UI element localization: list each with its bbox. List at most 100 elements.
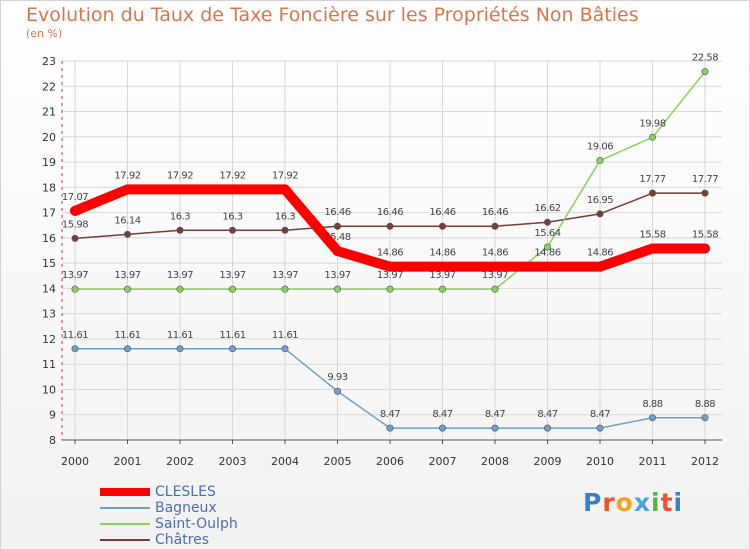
data-label-bagneux-2009: 8.47 <box>537 409 557 420</box>
x-tick-label-2006: 2006 <box>376 455 404 468</box>
data-label-clesles-2000: 17.07 <box>62 192 88 203</box>
y-tick-label-15: 15 <box>42 257 56 270</box>
data-label-clesles-2001: 17.92 <box>114 170 140 181</box>
data-point-bagneux-2003 <box>229 345 237 353</box>
data-label-saint-oulph-2008: 13.97 <box>482 270 508 281</box>
data-label-bagneux-2001: 11.61 <box>114 330 140 341</box>
data-point-chatres-2004 <box>281 226 289 234</box>
data-label-saint-oulph-2010: 19.06 <box>587 142 613 153</box>
data-point-bagneux-2011 <box>648 414 656 422</box>
data-point-chatres-2003 <box>229 226 237 234</box>
data-label-chatres-2006: 16.46 <box>377 207 403 218</box>
data-label-clesles-2004: 17.92 <box>272 170 298 181</box>
y-tick-label-12: 12 <box>42 333 56 346</box>
data-label-chatres-2012: 17.77 <box>692 174 718 185</box>
data-point-chatres-2000 <box>71 234 79 242</box>
data-label-saint-oulph-2007: 13.97 <box>429 270 455 281</box>
data-point-clesles-2008 <box>490 261 500 272</box>
data-label-chatres-2005: 16.46 <box>324 207 350 218</box>
data-label-bagneux-2010: 8.47 <box>590 409 610 420</box>
legend: CLESLES Bagneux Saint-Oulph Châtres <box>100 484 340 548</box>
legend-label-saint-oulph: Saint-Oulph <box>155 516 238 532</box>
legend-item-clesles: CLESLES <box>100 484 340 500</box>
data-label-bagneux-2007: 8.47 <box>432 409 452 420</box>
data-label-clesles-2006: 14.86 <box>377 248 403 259</box>
legend-label-chatres: Châtres <box>155 532 210 548</box>
data-label-saint-oulph-2001: 13.97 <box>114 270 140 281</box>
data-point-clesles-2009 <box>542 261 553 272</box>
x-tick-label-2001: 2001 <box>114 455 142 468</box>
data-point-saint-oulph-2007 <box>438 285 446 293</box>
data-label-clesles-2003: 17.92 <box>219 170 245 181</box>
legend-swatch-clesles <box>100 488 150 496</box>
data-point-chatres-2005 <box>333 222 341 230</box>
y-tick-label-19: 19 <box>42 156 56 169</box>
data-label-clesles-2008: 14.86 <box>482 248 508 259</box>
data-label-saint-oulph-2009: 15.64 <box>534 228 560 239</box>
data-label-bagneux-2000: 11.61 <box>62 330 88 341</box>
data-point-chatres-2009 <box>543 218 551 226</box>
y-tick-label-21: 21 <box>42 106 56 119</box>
x-tick-label-2000: 2000 <box>61 455 89 468</box>
data-point-clesles-2003 <box>227 184 238 195</box>
unit-label: (en %) <box>26 27 63 40</box>
data-point-clesles-2006 <box>385 261 395 272</box>
x-tick-label-2008: 2008 <box>481 455 509 468</box>
data-label-bagneux-2011: 8.88 <box>642 399 662 410</box>
data-point-saint-oulph-2008 <box>491 285 499 293</box>
y-tick-label-14: 14 <box>42 282 56 295</box>
data-point-bagneux-2004 <box>281 345 289 353</box>
data-label-bagneux-2004: 11.61 <box>272 330 298 341</box>
data-label-saint-oulph-2012: 22.58 <box>692 53 718 64</box>
data-label-saint-oulph-2006: 13.97 <box>377 270 403 281</box>
data-label-chatres-2003: 16.3 <box>222 211 242 222</box>
legend-label-clesles: CLESLES <box>155 484 216 500</box>
data-point-chatres-2007 <box>438 222 446 230</box>
data-label-saint-oulph-2000: 13.97 <box>62 270 88 281</box>
x-tick-label-2011: 2011 <box>639 455 667 468</box>
data-point-saint-oulph-2005 <box>333 285 341 293</box>
data-point-chatres-2010 <box>596 210 604 218</box>
y-tick-label-18: 18 <box>42 181 56 194</box>
data-point-chatres-2002 <box>176 226 184 234</box>
data-point-clesles-2001 <box>122 184 133 195</box>
data-label-bagneux-2006: 8.47 <box>380 409 400 420</box>
data-point-bagneux-2012 <box>701 414 709 422</box>
data-label-chatres-2009: 16.62 <box>534 203 560 214</box>
data-point-chatres-2001 <box>124 230 132 238</box>
data-label-saint-oulph-2004: 13.97 <box>272 270 298 281</box>
x-tick-label-2010: 2010 <box>586 455 614 468</box>
data-label-clesles-2009: 14.86 <box>534 248 560 259</box>
data-label-saint-oulph-2003: 13.97 <box>219 270 245 281</box>
data-point-clesles-2000 <box>70 205 80 216</box>
legend-label-bagneux: Bagneux <box>155 500 217 516</box>
data-point-saint-oulph-2009 <box>543 243 551 251</box>
data-point-bagneux-2005 <box>333 387 341 395</box>
data-point-bagneux-2001 <box>124 345 132 353</box>
legend-item-saint-oulph: Saint-Oulph <box>100 516 340 532</box>
data-point-bagneux-2006 <box>386 424 394 432</box>
data-label-chatres-2001: 16.14 <box>114 215 140 226</box>
data-point-saint-oulph-2003 <box>229 285 237 293</box>
data-point-clesles-2004 <box>280 184 290 195</box>
data-point-saint-oulph-2004 <box>281 285 289 293</box>
data-label-bagneux-2008: 8.47 <box>485 409 505 420</box>
data-point-saint-oulph-2010 <box>596 157 604 165</box>
data-label-clesles-2005: 15.48 <box>324 232 350 243</box>
x-tick-label-2009: 2009 <box>534 455 562 468</box>
x-tick-label-2003: 2003 <box>219 455 247 468</box>
data-label-chatres-2011: 17.77 <box>639 174 665 185</box>
data-label-saint-oulph-2005: 13.97 <box>324 270 350 281</box>
data-label-chatres-2004: 16.3 <box>275 211 295 222</box>
data-point-chatres-2008 <box>491 222 499 230</box>
data-label-clesles-2002: 17.92 <box>167 170 193 181</box>
data-point-clesles-2011 <box>647 243 658 254</box>
data-label-chatres-2007: 16.46 <box>429 207 455 218</box>
legend-swatch-bagneux <box>100 507 150 509</box>
data-label-chatres-2010: 16.95 <box>587 195 613 206</box>
chart-title: Evolution du Taux de Taxe Foncière sur l… <box>26 4 639 26</box>
data-point-clesles-2005 <box>332 246 343 257</box>
legend-item-bagneux: Bagneux <box>100 500 340 516</box>
data-label-saint-oulph-2002: 13.97 <box>167 270 193 281</box>
